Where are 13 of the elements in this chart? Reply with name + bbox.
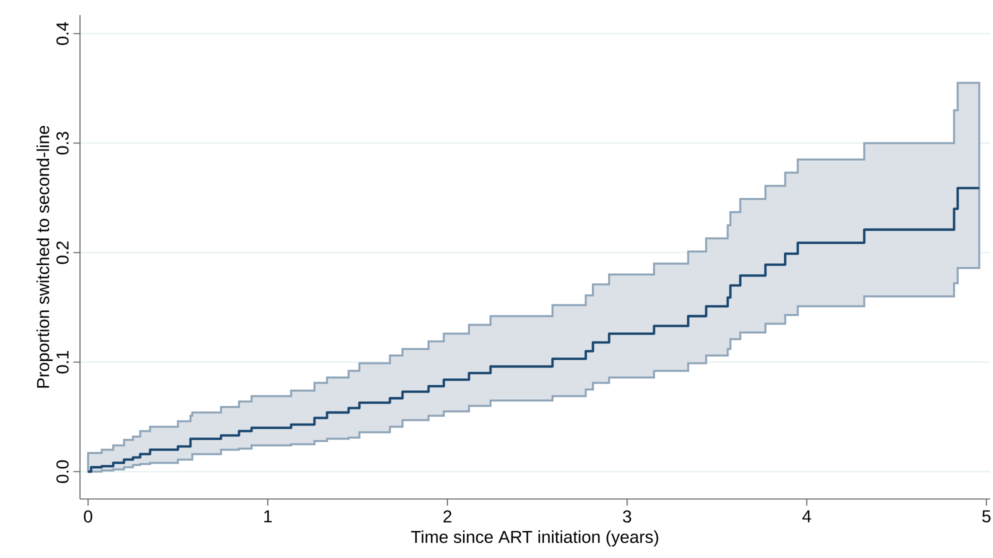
- y-tick-label: 0.0: [56, 460, 69, 483]
- x-tick-label: 5: [982, 510, 990, 522]
- y-tick-label: 0.3: [56, 132, 69, 154]
- x-tick-label: 2: [443, 510, 452, 522]
- y-tick-label: 0.4: [56, 22, 69, 45]
- x-tick-label: 4: [802, 510, 812, 522]
- x-axis-title: Time since ART initiation (years): [411, 530, 658, 546]
- x-tick-label: 0: [84, 510, 92, 523]
- y-tick-label: 0.2: [56, 241, 69, 264]
- x-tick-label: 1: [264, 510, 272, 522]
- x-tick-label: 3: [622, 510, 632, 523]
- y-tick-label: 0.1: [56, 350, 69, 374]
- y-axis-title: Proportion switched to second-line: [36, 126, 53, 388]
